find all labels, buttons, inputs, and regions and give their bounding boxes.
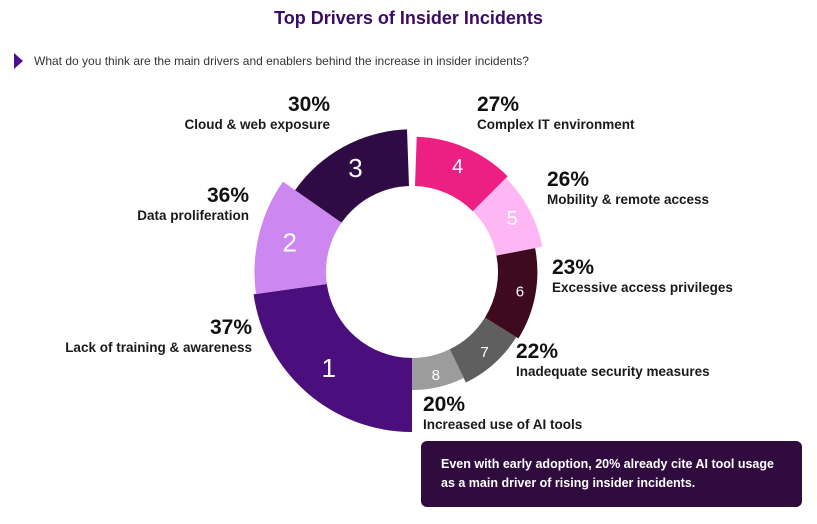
callout-box: Even with early adoption, 20% already ci… bbox=[421, 441, 802, 507]
slice-label-5: 26% Mobility & remote access bbox=[547, 168, 727, 208]
callout-text: Even with early adoption, 20% already ci… bbox=[441, 457, 774, 490]
slice-name: Data proliferation bbox=[137, 208, 249, 224]
slice-name: Mobility & remote access bbox=[547, 192, 710, 208]
slice-rank-label: 4 bbox=[452, 156, 463, 178]
slice-label-3: 30% Cloud & web exposure bbox=[172, 93, 330, 133]
slice-rank-label: 6 bbox=[516, 283, 524, 300]
slice-rank-label: 8 bbox=[432, 367, 440, 384]
slice-rank-label: 7 bbox=[480, 344, 488, 361]
slice-percent: 23% bbox=[552, 256, 595, 279]
slice-label-4: 27% Complex IT environment bbox=[477, 93, 657, 133]
slice-percent: 20% bbox=[423, 393, 466, 416]
slice-label-8: 20% Increased use of AI tools bbox=[423, 393, 623, 433]
slice-1 bbox=[253, 283, 412, 433]
slice-label-2: 36% Data proliferation bbox=[128, 184, 249, 224]
slice-percent: 37% bbox=[209, 316, 252, 339]
slice-percent: 22% bbox=[516, 340, 559, 363]
slice-name: Increased use of AI tools bbox=[423, 417, 583, 433]
slice-rank-label: 2 bbox=[282, 228, 296, 258]
slice-percent: 36% bbox=[206, 184, 249, 207]
slice-rank-label: 3 bbox=[348, 153, 362, 183]
slice-percent: 30% bbox=[287, 93, 330, 116]
slice-6 bbox=[484, 248, 538, 339]
slice-8 bbox=[412, 349, 464, 390]
slice-percent: 26% bbox=[547, 168, 590, 191]
slice-rank-label: 1 bbox=[321, 353, 335, 383]
slice-4 bbox=[415, 136, 508, 212]
slice-name: Inadequate security measures bbox=[516, 364, 710, 380]
slice-rank-label: 5 bbox=[507, 208, 518, 230]
slice-2 bbox=[254, 181, 342, 294]
slice-percent: 27% bbox=[477, 93, 520, 116]
slice-label-7: 22% Inadequate security measures bbox=[516, 340, 736, 380]
slice-label-6: 23% Excessive access privileges bbox=[552, 256, 752, 296]
slice-name: Excessive access privileges bbox=[552, 280, 733, 296]
slice-7 bbox=[449, 317, 517, 383]
question-row: What do you think are the main drivers a… bbox=[14, 53, 529, 69]
slice-name: Lack of training & awareness bbox=[65, 340, 252, 356]
play-arrow-icon bbox=[14, 53, 23, 69]
question-text: What do you think are the main drivers a… bbox=[34, 54, 529, 68]
slice-5 bbox=[472, 178, 543, 256]
slice-label-1: 37% Lack of training & awareness bbox=[56, 316, 252, 356]
slice-3 bbox=[295, 129, 409, 223]
slice-name: Cloud & web exposure bbox=[184, 117, 330, 133]
page-title: Top Drivers of Insider Incidents bbox=[274, 8, 543, 28]
slice-name: Complex IT environment bbox=[477, 117, 635, 133]
